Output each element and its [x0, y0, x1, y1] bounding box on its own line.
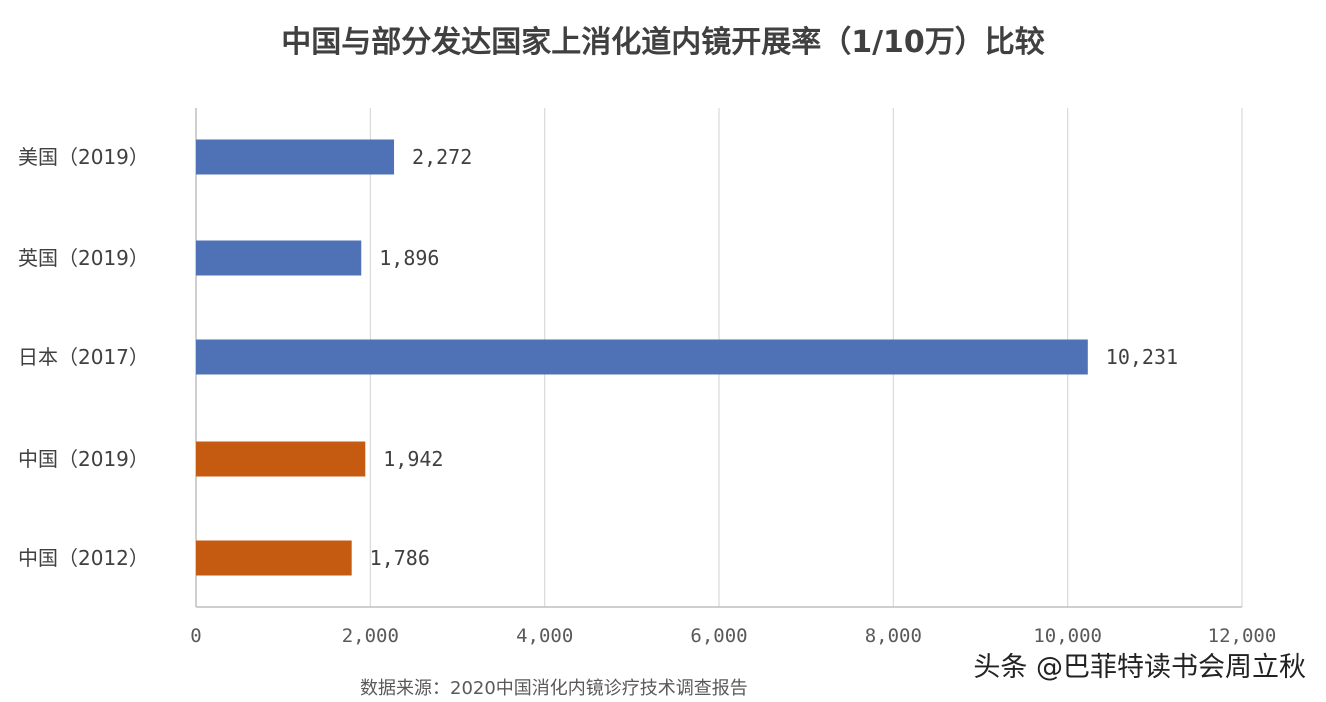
- bars: [196, 139, 1088, 576]
- data-label: 1,896: [379, 246, 439, 270]
- data-label: 1,786: [370, 546, 430, 570]
- data-labels: 2,272 1,896 10,231 1,942 1,786: [370, 145, 1178, 570]
- category-label: 中国（2012）: [18, 546, 149, 570]
- source-note: 数据来源：2020中国消化内镜诊疗技术调查报告: [360, 678, 748, 699]
- x-tick-label: 0: [190, 625, 201, 647]
- chart-title: 中国与部分发达国家上消化道内镜开展率（1/10万）比较: [281, 25, 1045, 60]
- bar: [196, 441, 366, 477]
- data-label: 1,942: [383, 447, 443, 471]
- data-label: 10,231: [1106, 345, 1178, 369]
- x-tick-label: 8,000: [865, 625, 922, 647]
- x-tick-label: 2,000: [342, 625, 399, 647]
- x-tick-label: 6,000: [690, 625, 747, 647]
- category-label: 英国（2019）: [18, 246, 149, 270]
- bar: [196, 540, 352, 576]
- x-tick-label: 10,000: [1033, 625, 1102, 647]
- bar: [196, 240, 362, 276]
- category-label: 中国（2019）: [18, 447, 149, 471]
- category-labels: 美国（2019） 英国（2019） 日本（2017） 中国（2019） 中国（2012）: [18, 145, 149, 570]
- x-tick-label: 4,000: [516, 625, 573, 647]
- x-tick-labels: 0 2,000 4,000 6,000 8,000 10,000 12,000: [190, 625, 1276, 647]
- data-label: 2,272: [412, 145, 472, 169]
- bar: [196, 139, 395, 175]
- category-label: 日本（2017）: [18, 345, 149, 369]
- bar: [196, 339, 1088, 375]
- x-tick-label: 12,000: [1208, 625, 1277, 647]
- category-label: 美国（2019）: [18, 145, 149, 169]
- watermark: 头条 @巴菲特读书会周立秋: [973, 652, 1306, 683]
